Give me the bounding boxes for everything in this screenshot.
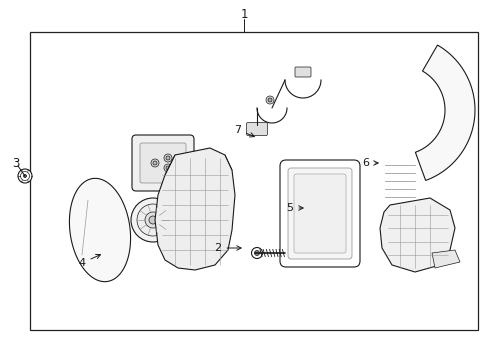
FancyBboxPatch shape bbox=[140, 143, 185, 183]
Circle shape bbox=[267, 98, 271, 102]
FancyBboxPatch shape bbox=[280, 160, 359, 267]
Text: 1: 1 bbox=[240, 8, 247, 21]
FancyBboxPatch shape bbox=[287, 168, 351, 259]
Circle shape bbox=[153, 161, 157, 165]
Polygon shape bbox=[431, 250, 459, 268]
Text: 5: 5 bbox=[286, 203, 303, 213]
Polygon shape bbox=[379, 198, 454, 272]
Circle shape bbox=[165, 156, 170, 160]
Circle shape bbox=[149, 216, 157, 224]
Circle shape bbox=[165, 166, 170, 170]
Text: 7: 7 bbox=[234, 125, 254, 137]
Polygon shape bbox=[69, 178, 130, 282]
Circle shape bbox=[251, 248, 262, 258]
Circle shape bbox=[163, 154, 172, 162]
Circle shape bbox=[131, 198, 175, 242]
Text: 6: 6 bbox=[362, 158, 377, 168]
Circle shape bbox=[254, 251, 259, 256]
Circle shape bbox=[265, 96, 273, 104]
Circle shape bbox=[20, 171, 29, 180]
Circle shape bbox=[18, 169, 32, 183]
FancyBboxPatch shape bbox=[132, 135, 194, 191]
Polygon shape bbox=[414, 45, 474, 180]
Text: 2: 2 bbox=[214, 243, 241, 253]
FancyBboxPatch shape bbox=[293, 174, 346, 253]
Text: 3: 3 bbox=[12, 157, 20, 170]
Polygon shape bbox=[155, 148, 235, 270]
Circle shape bbox=[23, 175, 26, 177]
Circle shape bbox=[145, 212, 161, 228]
Circle shape bbox=[137, 204, 169, 236]
Text: 4: 4 bbox=[78, 255, 100, 268]
Circle shape bbox=[151, 159, 159, 167]
FancyBboxPatch shape bbox=[294, 67, 310, 77]
FancyBboxPatch shape bbox=[246, 122, 267, 135]
Bar bbox=[30, 32, 477, 330]
Circle shape bbox=[163, 164, 172, 172]
